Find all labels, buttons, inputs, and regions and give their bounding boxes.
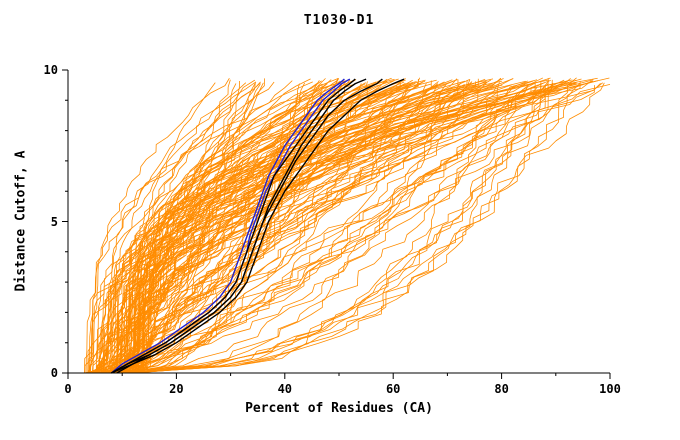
chart-title: T1030-D1 — [303, 13, 375, 28]
y-tick-label: 0 — [50, 366, 58, 380]
x-tick-label: 60 — [385, 382, 401, 396]
x-tick-label: 100 — [599, 382, 621, 396]
y-tick-label: 10 — [43, 63, 58, 77]
x-tick-label: 40 — [277, 382, 293, 396]
x-tick-label: 20 — [169, 382, 184, 396]
y-tick-label: 5 — [50, 214, 58, 229]
x-tick-label: 0 — [64, 382, 72, 396]
y-axis-label: Distance Cutoff, A — [13, 150, 29, 292]
x-axis-label: Percent of Residues (CA) — [245, 401, 433, 416]
x-tick-label: 80 — [494, 382, 509, 396]
